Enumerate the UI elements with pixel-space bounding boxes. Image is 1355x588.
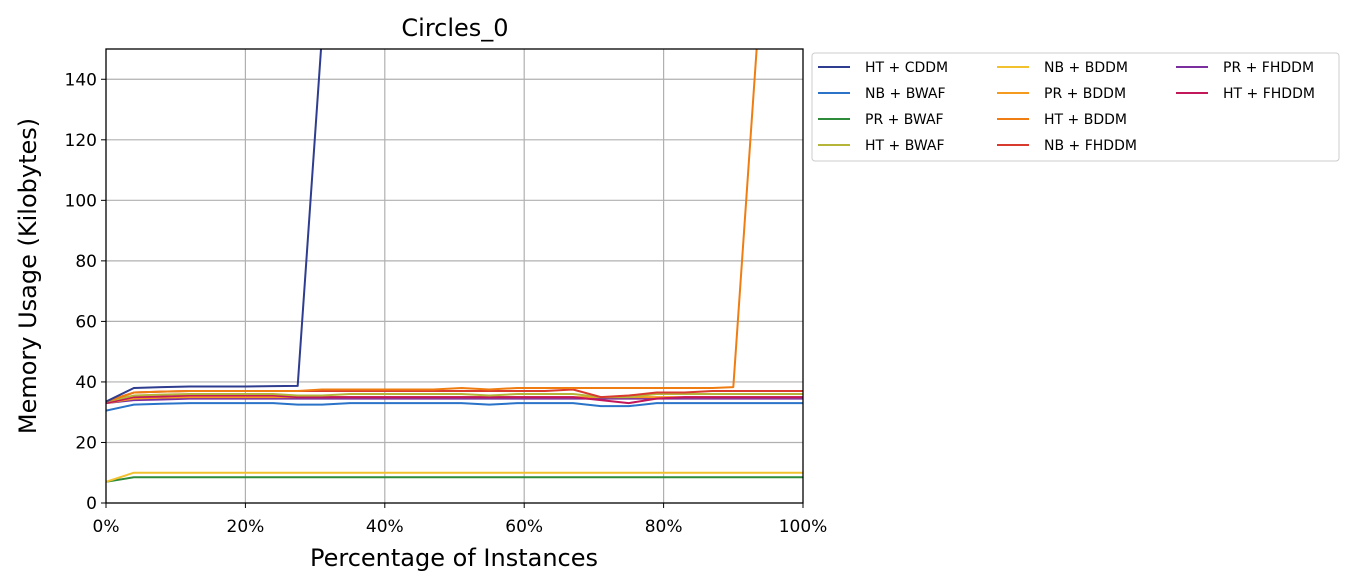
y-tick-label: 60 bbox=[75, 312, 97, 332]
x-axis-label: Percentage of Instances bbox=[310, 544, 598, 572]
y-axis: 0 20 40 60 80 100 120 140 bbox=[65, 70, 106, 514]
legend-label: HT + BDDM bbox=[1044, 112, 1127, 128]
legend-label: PR + BWAF bbox=[865, 112, 944, 128]
series-line-ht-bwaf bbox=[106, 393, 803, 403]
series-line-pr-fhddm bbox=[106, 397, 803, 405]
series-layer bbox=[106, 49, 803, 483]
y-axis-label: Memory Usage (Kilobytes) bbox=[14, 118, 42, 434]
legend-label: HT + FHDDM bbox=[1223, 86, 1315, 102]
x-tick-label: 40% bbox=[366, 517, 404, 537]
x-tick-label: 0% bbox=[93, 517, 120, 537]
x-tick-label: 20% bbox=[227, 517, 265, 537]
legend-label: HT + CDDM bbox=[865, 60, 948, 76]
chart-title: Circles_0 bbox=[401, 14, 508, 42]
series-line-ht-fhddm bbox=[106, 394, 803, 405]
y-tick-label: 40 bbox=[75, 373, 97, 393]
y-tick-label: 100 bbox=[65, 191, 97, 211]
legend-label: NB + FHDDM bbox=[1044, 138, 1137, 154]
y-tick-label: 140 bbox=[65, 70, 97, 90]
legend-label: NB + BDDM bbox=[1044, 60, 1128, 76]
legend-label: PR + FHDDM bbox=[1223, 60, 1314, 76]
legend: HT + CDDM NB + BWAF PR + BWAF HT + BWAF NB +… bbox=[811, 52, 1340, 162]
series-line-nb-bddm bbox=[106, 471, 803, 483]
x-tick-label: 80% bbox=[645, 517, 683, 537]
x-tick-label: 100% bbox=[779, 517, 828, 537]
legend-label: NB + BWAF bbox=[865, 86, 946, 102]
legend-frame bbox=[811, 52, 1340, 162]
series-line-ht-cddm bbox=[106, 49, 323, 403]
series-line-nb-bwaf bbox=[106, 402, 803, 412]
series-line-pr-bwaf bbox=[106, 476, 803, 483]
y-tick-label: 20 bbox=[75, 433, 97, 453]
y-tick-label: 0 bbox=[86, 494, 97, 514]
x-tick-label: 60% bbox=[505, 517, 543, 537]
series-line-ht-bddm bbox=[106, 49, 758, 403]
x-axis: 0% 20% 40% 60% 80% 100% bbox=[93, 503, 828, 537]
y-tick-label: 80 bbox=[75, 252, 97, 272]
legend-label: PR + BDDM bbox=[1044, 86, 1126, 102]
grid bbox=[106, 49, 803, 503]
legend-label: HT + BWAF bbox=[865, 138, 945, 154]
plot-frame bbox=[105, 48, 804, 504]
y-tick-label: 120 bbox=[65, 131, 97, 151]
